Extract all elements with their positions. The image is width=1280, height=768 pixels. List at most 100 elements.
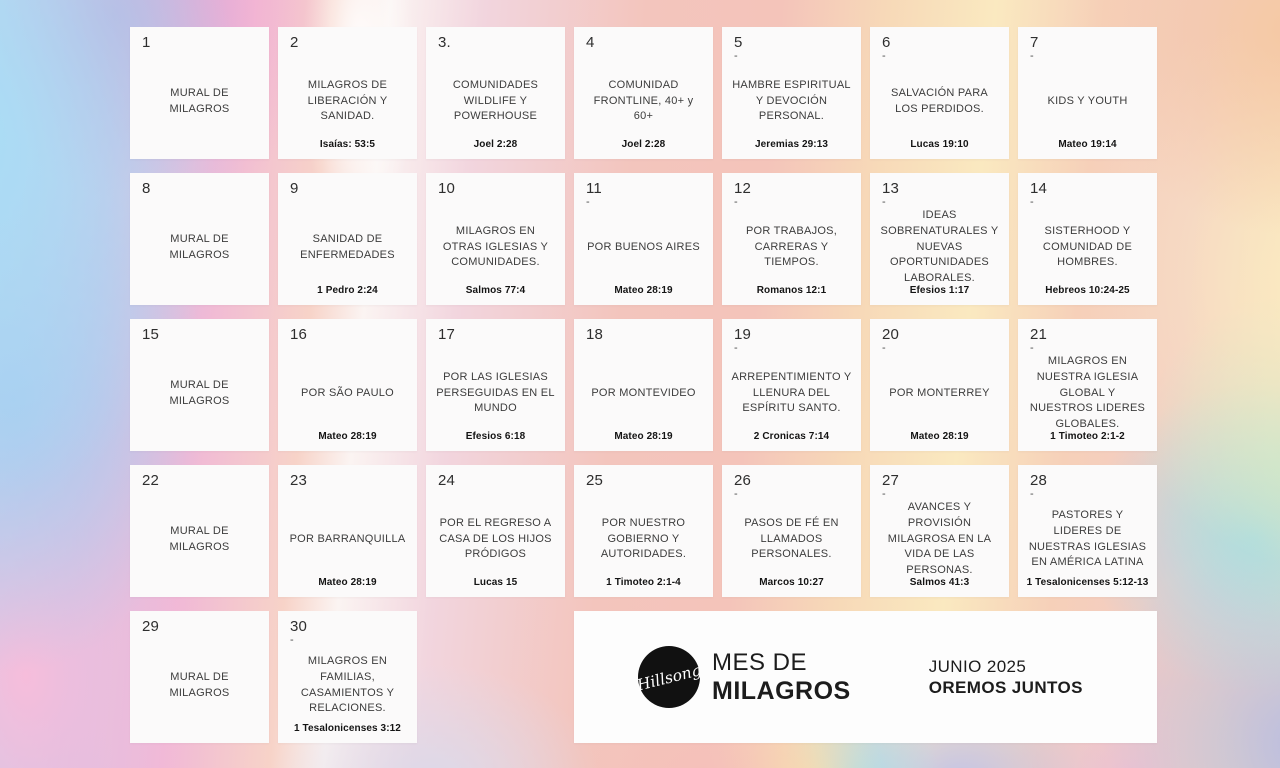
day-prayer-topic: AVANCES Y PROVISIÓN MILAGROSA EN LA VIDA… (887, 502, 992, 576)
day-bible-verse: 2 Cronicas 7:14 (753, 431, 830, 442)
day-number: 9 (290, 180, 299, 197)
day-card: 3. COMUNIDADES WILDLIFE Y POWERHOUSE Joe… (426, 27, 565, 159)
day-number: 13 (882, 180, 900, 197)
day-card: 9 SANIDAD DE ENFERMEDADES 1 Pedro 2:24 (278, 173, 417, 305)
day-card: 20 - POR MONTERREY Mateo 28:19 (870, 319, 1009, 451)
day-number: 5 (734, 34, 743, 51)
day-header: 18 (579, 326, 708, 356)
day-header: 29 (135, 618, 264, 648)
day-header: 27 - (875, 472, 1004, 502)
day-prayer-topic: POR SÃO PAULO (301, 386, 394, 399)
day-number: 4 (586, 34, 595, 51)
day-header: 28 - (1023, 472, 1152, 502)
day-dash: - (1030, 196, 1034, 208)
day-dash: - (1030, 488, 1034, 500)
day-header: 24 (431, 472, 560, 502)
day-prayer-topic: COMUNIDAD FRONTLINE, 40+ y 60+ (593, 79, 694, 123)
day-number: 29 (142, 618, 160, 635)
day-header: 3. (431, 34, 560, 64)
banner-card: Hillsong MES DE MILAGROS JUNIO 2025 OREM… (574, 611, 1157, 743)
day-card: 12 - POR TRABAJOS, CARRERAS Y TIEMPOS. R… (722, 173, 861, 305)
day-card: 7 - KIDS Y YOUTH Mateo 19:14 (1018, 27, 1157, 159)
day-prayer-topic: ARREPENTIMIENTO Y LLENURA DEL ESPÍRITU S… (731, 371, 852, 415)
day-bible-verse (135, 431, 264, 446)
day-card: 23 POR BARRANQUILLA Mateo 28:19 (278, 465, 417, 597)
day-bible-verse: Isaías: 53:5 (319, 139, 376, 150)
day-header: 4 (579, 34, 708, 64)
day-bible-verse: Efesios 6:18 (465, 431, 526, 442)
day-dash: - (734, 50, 738, 62)
day-prayer-topic: POR NUESTRO GOBIERNO Y AUTORIDADES. (600, 517, 687, 561)
day-number: 7 (1030, 34, 1039, 51)
day-dash: - (1030, 50, 1034, 62)
day-dash: - (734, 196, 738, 208)
day-number: 22 (142, 472, 160, 489)
day-card: 29 MURAL DE MILAGROS (130, 611, 269, 743)
day-prayer-topic: MURAL DE MILAGROS (169, 670, 230, 699)
day-prayer-topic: PASOS DE FÉ EN LLAMADOS PERSONALES. (744, 517, 839, 561)
banner-title-line2: MILAGROS (712, 676, 851, 705)
day-card: 4 COMUNIDAD FRONTLINE, 40+ y 60+ Joel 2:… (574, 27, 713, 159)
day-number: 15 (142, 326, 160, 343)
day-prayer-topic: SISTERHOOD Y COMUNIDAD DE HOMBRES. (1042, 225, 1133, 269)
day-number: 20 (882, 326, 900, 343)
banner-month-year: JUNIO 2025 (928, 657, 1027, 676)
day-number: 6 (882, 34, 891, 51)
day-header: 17 (431, 326, 560, 356)
hillsong-logo-icon: Hillsong (638, 646, 700, 708)
day-dash: - (734, 342, 738, 354)
day-number: 11 (586, 180, 602, 197)
day-bible-verse (135, 285, 264, 300)
day-number: 12 (734, 180, 752, 197)
day-header: 15 (135, 326, 264, 356)
day-number: 8 (142, 180, 151, 197)
day-bible-verse: Joel 2:28 (473, 139, 518, 150)
day-prayer-topic: POR EL REGRESO A CASA DE LOS HIJOS PRÓDI… (439, 517, 552, 561)
day-dash: - (290, 634, 294, 646)
day-number: 28 (1030, 472, 1048, 489)
day-card: 14 - SISTERHOOD Y COMUNIDAD DE HOMBRES. … (1018, 173, 1157, 305)
day-prayer-topic: MILAGROS DE LIBERACIÓN Y SANIDAD. (307, 79, 388, 123)
day-card: 24 POR EL REGRESO A CASA DE LOS HIJOS PR… (426, 465, 565, 597)
day-card: 11 - POR BUENOS AIRES Mateo 28:19 (574, 173, 713, 305)
day-header: 16 (283, 326, 412, 356)
day-header: 6 - (875, 34, 1004, 64)
day-card: 28 - PASTORES Y LIDERES DE NUESTRAS IGLE… (1018, 465, 1157, 597)
day-number: 26 (734, 472, 752, 489)
day-card: 5 - HAMBRE ESPIRITUAL Y DEVOCIÓN PERSONA… (722, 27, 861, 159)
day-header: 20 - (875, 326, 1004, 356)
banner-slogan: OREMOS JUNTOS (928, 678, 1083, 697)
day-card: 15 MURAL DE MILAGROS (130, 319, 269, 451)
day-dash: - (734, 488, 738, 500)
day-card: 18 POR MONTEVIDEO Mateo 28:19 (574, 319, 713, 451)
day-bible-verse: Mateo 28:19 (614, 285, 673, 296)
day-prayer-topic: POR BUENOS AIRES (587, 240, 700, 253)
day-bible-verse: Romanos 12:1 (756, 285, 827, 296)
day-dash: - (882, 488, 886, 500)
day-prayer-topic: POR BARRANQUILLA (289, 532, 406, 545)
day-card: 10 MILAGROS EN OTRAS IGLESIAS Y COMUNIDA… (426, 173, 565, 305)
day-bible-verse: Marcos 10:27 (759, 577, 824, 588)
day-card: 21 - MILAGROS EN NUESTRA IGLESIA GLOBAL … (1018, 319, 1157, 451)
day-bible-verse: 1 Timoteo 2:1-2 (1050, 431, 1125, 442)
day-card: 6 - SALVACIÓN PARA LOS PERDIDOS. Lucas 1… (870, 27, 1009, 159)
day-number: 30 (290, 618, 308, 635)
day-header: 22 (135, 472, 264, 502)
day-header: 1 (135, 34, 264, 64)
day-header: 9 (283, 180, 412, 210)
day-card: 22 MURAL DE MILAGROS (130, 465, 269, 597)
banner-title-line1: MES DE (712, 648, 808, 676)
day-card: 25 POR NUESTRO GOBIERNO Y AUTORIDADES. 1… (574, 465, 713, 597)
day-number: 27 (882, 472, 900, 489)
day-bible-verse (135, 577, 264, 592)
day-card: 27 - AVANCES Y PROVISIÓN MILAGROSA EN LA… (870, 465, 1009, 597)
day-number: 16 (290, 326, 308, 343)
day-bible-verse (135, 139, 264, 154)
day-card: 1 MURAL DE MILAGROS (130, 27, 269, 159)
day-prayer-topic: POR MONTEVIDEO (591, 386, 696, 399)
day-card: 8 MURAL DE MILAGROS (130, 173, 269, 305)
day-bible-verse: 1 Timoteo 2:1-4 (606, 577, 681, 588)
day-bible-verse: 1 Tesalonicenses 3:12 (294, 723, 401, 734)
day-number: 1 (142, 34, 151, 51)
day-card: 13 - IDEAS SOBRENATURALES Y NUEVAS OPORT… (870, 173, 1009, 305)
